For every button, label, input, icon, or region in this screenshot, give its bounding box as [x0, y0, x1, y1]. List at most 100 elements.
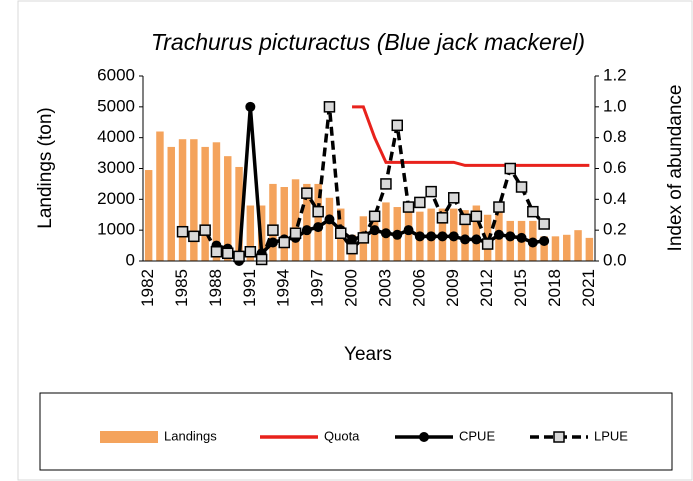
- marker: [493, 229, 504, 240]
- bar: [551, 236, 560, 261]
- chart-title: Trachurus picturactus (Blue jack mackere…: [151, 29, 585, 55]
- series-line: [352, 105, 590, 167]
- marker: [470, 210, 483, 223]
- bar: [224, 156, 232, 261]
- bar: [585, 237, 594, 261]
- marker: [347, 234, 358, 245]
- y2-tick-label: 0.0: [603, 250, 627, 269]
- legend-marker: [553, 431, 565, 443]
- marker: [289, 227, 302, 239]
- bar: [178, 139, 187, 261]
- marker: [312, 205, 324, 218]
- bar: [144, 170, 153, 261]
- x-tick-label: 1988: [206, 269, 225, 307]
- marker: [176, 225, 189, 238]
- marker: [504, 162, 516, 175]
- marker: [301, 187, 313, 199]
- marker: [346, 242, 358, 255]
- marker: [233, 250, 245, 263]
- x-tick-label: 2006: [409, 269, 428, 307]
- marker: [323, 101, 336, 113]
- marker: [414, 196, 426, 209]
- marker: [368, 210, 381, 223]
- x-tick-label: 1991: [240, 269, 259, 307]
- marker: [245, 101, 256, 112]
- marker: [539, 235, 550, 246]
- bar: [156, 131, 164, 261]
- bar: [280, 187, 288, 261]
- y-tick-label: 6000: [97, 65, 135, 84]
- marker: [448, 231, 459, 242]
- marker: [244, 246, 257, 258]
- x-tick-label: 2000: [342, 269, 361, 307]
- bar: [269, 183, 277, 261]
- x-tick-label: 2015: [511, 269, 530, 307]
- bar: [563, 234, 571, 261]
- marker: [515, 181, 528, 193]
- marker: [313, 222, 324, 233]
- y-tick-label: 1000: [97, 220, 135, 239]
- y2-tick-label: 0.8: [603, 127, 627, 146]
- marker: [357, 232, 370, 244]
- y-tick-label: 4000: [97, 127, 135, 146]
- marker: [278, 236, 290, 249]
- marker: [335, 227, 347, 239]
- marker: [426, 231, 437, 242]
- bar: [246, 205, 255, 261]
- bar: [201, 146, 209, 261]
- x-tick-label: 2009: [443, 269, 462, 307]
- bar: [190, 139, 198, 261]
- marker: [425, 185, 437, 198]
- marker: [516, 232, 527, 243]
- y2-tick-label: 0.2: [603, 220, 627, 239]
- marker: [380, 178, 392, 190]
- bar: [235, 166, 243, 261]
- marker: [527, 205, 539, 218]
- y-tick-label: 3000: [97, 158, 135, 177]
- marker: [481, 238, 494, 250]
- marker: [493, 201, 505, 213]
- bar: [370, 216, 379, 261]
- x-axis-label: Years: [344, 344, 392, 365]
- x-tick-label: 2021: [579, 269, 598, 307]
- y2-tick-label: 1.0: [603, 96, 627, 115]
- x-tick-label: 2012: [477, 269, 496, 307]
- marker: [210, 246, 223, 258]
- legend-label: Quota: [324, 428, 360, 443]
- x-tick-label: 1997: [308, 269, 327, 307]
- bar: [325, 197, 334, 261]
- marker: [391, 119, 403, 132]
- bar: [303, 183, 311, 261]
- marker: [505, 231, 516, 242]
- x-tick-label: 2003: [375, 269, 394, 307]
- bar: [472, 205, 481, 261]
- y2-axis-label: Index of abundance: [665, 85, 686, 252]
- y-axis-label: Landings (ton): [35, 107, 56, 228]
- marker: [188, 230, 200, 243]
- marker: [380, 228, 391, 239]
- marker: [403, 225, 414, 236]
- y2-tick-label: 0.4: [603, 189, 627, 208]
- y-tick-label: 5000: [97, 96, 135, 115]
- x-tick-label: 1985: [172, 269, 191, 307]
- marker: [402, 201, 415, 213]
- bar: [167, 146, 175, 261]
- legend-label: CPUE: [459, 428, 495, 443]
- marker: [392, 229, 403, 240]
- bar: [212, 142, 221, 261]
- legend-swatch: [100, 431, 158, 443]
- marker: [255, 253, 268, 266]
- y-tick-label: 2000: [97, 189, 135, 208]
- x-tick-label: 2018: [545, 269, 564, 307]
- marker: [301, 225, 312, 236]
- y-tick-label: 0: [126, 250, 135, 269]
- bar: [574, 230, 582, 261]
- bar: [540, 236, 548, 261]
- marker: [369, 225, 380, 236]
- bar: [291, 179, 300, 261]
- marker: [199, 224, 211, 236]
- legend-label: Landings: [164, 428, 217, 443]
- marker: [437, 231, 448, 242]
- marker: [471, 234, 482, 245]
